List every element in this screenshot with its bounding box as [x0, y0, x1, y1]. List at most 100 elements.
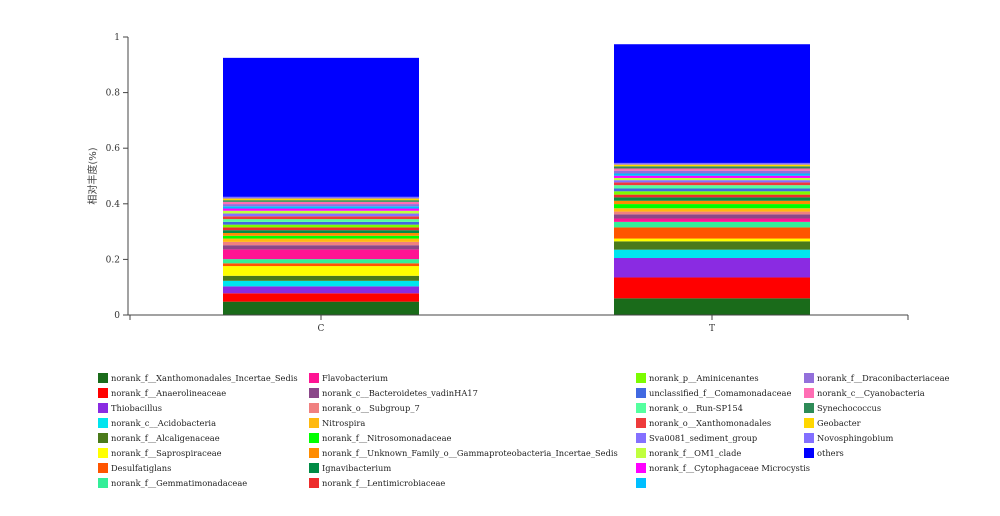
bar-segment: [614, 162, 810, 165]
legend-label: norank_f__Nitrosomonadaceae: [322, 433, 452, 444]
bar-segment: [223, 266, 419, 276]
legend-swatch: [309, 478, 319, 488]
bar-segment: [223, 259, 419, 264]
legend-label: norank_c__Acidobacteria: [111, 418, 216, 429]
legend-label: norank_c__Cyanobacteria: [817, 388, 925, 399]
bar-segment: [223, 241, 419, 246]
bar-segment: [223, 219, 419, 222]
bar-segment: [223, 275, 419, 281]
legend-label: Ignavibacterium: [322, 463, 391, 473]
y-tick-label: 0.4: [106, 200, 121, 210]
y-tick-label: 0.6: [106, 144, 121, 154]
legend-label: norank_f__Alcaligenaceae: [111, 433, 220, 444]
legend-swatch: [98, 403, 108, 413]
x-tick-label: C: [318, 324, 325, 334]
bar-segment: [614, 200, 810, 205]
legend-label: unclassified_f__Comamonadaceae: [649, 388, 791, 399]
bar-segment: [614, 166, 810, 169]
bar-segment: [223, 196, 419, 199]
bar-segment: [614, 194, 810, 198]
legend-label: norank_o__Subgroup_7: [322, 403, 420, 414]
bar-segment: [223, 213, 419, 217]
legend-label: Desulfatiglans: [111, 463, 171, 473]
legend-swatch: [804, 418, 814, 428]
legend-swatch: [309, 448, 319, 458]
legend-swatch: [98, 478, 108, 488]
bar-segment: [614, 180, 810, 183]
legend-label: norank_o__Run-SP154: [649, 403, 743, 414]
legend-swatch: [309, 373, 319, 383]
legend-swatch: [636, 418, 646, 428]
bar-segment: [223, 230, 419, 233]
legend-label: norank_f__Anaerolineaceae: [111, 388, 226, 399]
bar-segment: [614, 211, 810, 215]
legend-swatch: [636, 433, 646, 443]
bar-segment: [223, 210, 419, 214]
bar-segment: [614, 164, 810, 167]
legend-label: norank_f__Xanthomonadales_Incertae_Sedis: [111, 373, 298, 384]
bar-segment: [223, 235, 419, 239]
bar-segment: [223, 286, 419, 294]
y-tick-label: 0.2: [106, 255, 120, 265]
legend-swatch: [636, 403, 646, 413]
legend-swatch: [636, 373, 646, 383]
bar-segment: [614, 173, 810, 176]
legend-label: others: [817, 448, 844, 458]
bar-segment: [223, 204, 419, 207]
bar-segment: [614, 204, 810, 209]
bar-segment: [614, 175, 810, 178]
legend-label: norank_o__Xanthomonadales: [649, 418, 771, 429]
bar-segment: [614, 221, 810, 228]
bar-segment: [223, 206, 419, 209]
y-tick-label: 0: [114, 311, 120, 321]
bar-segment: [614, 214, 810, 219]
legend-swatch: [309, 388, 319, 398]
bar-segment: [614, 191, 810, 195]
bar-segment: [614, 168, 810, 171]
bar-segment: [223, 249, 419, 260]
bar-segment: [223, 227, 419, 231]
legend-label: Geobacter: [817, 418, 861, 428]
bar-segment: [614, 238, 810, 242]
legend-swatch: [636, 448, 646, 458]
bar-segment: [223, 201, 419, 205]
legend-swatch: [636, 388, 646, 398]
legend-swatch: [804, 403, 814, 413]
legend-label: Synechococcus: [817, 403, 881, 413]
legend-swatch: [636, 463, 646, 473]
bar-segment: [223, 238, 419, 242]
bar-segment: [614, 241, 810, 250]
legend: norank_f__Xanthomonadales_Incertae_Sedis…: [98, 373, 950, 489]
legend-label: norank_f__Unknown_Family_o__Gammaproteob…: [322, 448, 618, 459]
legend-swatch: [98, 373, 108, 383]
legend-swatch: [636, 478, 646, 488]
legend-label: Flavobacterium: [322, 373, 388, 383]
legend-swatch: [98, 388, 108, 398]
bar-segment: [614, 197, 810, 201]
bar-segment: [223, 200, 419, 202]
y-axis-title: 相对丰度(%): [86, 147, 99, 204]
bar-segment: [614, 218, 810, 222]
bar-segment: [614, 249, 810, 259]
legend-swatch: [804, 448, 814, 458]
legend-swatch: [98, 418, 108, 428]
legend-swatch: [309, 403, 319, 413]
legend-label: norank_f__Draconibacteriaceae: [817, 373, 950, 384]
bar-segment: [614, 44, 810, 163]
bar-segment: [223, 57, 419, 197]
legend-label: norank_p__Aminicenantes: [649, 373, 759, 384]
legend-label: Sva0081_sediment_group: [649, 433, 757, 444]
axes: 0 0.2 0.4 0.6 0.8 1 C T 相对丰度(%): [86, 33, 909, 334]
bar-segment: [614, 185, 810, 189]
bar-segment: [223, 208, 419, 211]
bar-segment: [614, 188, 810, 192]
legend-swatch: [804, 373, 814, 383]
bar-segment: [223, 301, 419, 315]
bar-segment: [223, 280, 419, 287]
plot-area: [223, 44, 810, 315]
bar-segment: [614, 170, 810, 174]
legend-swatch: [98, 433, 108, 443]
x-tick-label: T: [709, 324, 715, 334]
legend-swatch: [804, 433, 814, 443]
